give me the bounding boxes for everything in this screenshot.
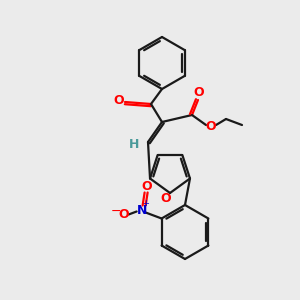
Text: O: O bbox=[118, 208, 129, 221]
Text: O: O bbox=[161, 191, 171, 205]
Text: N: N bbox=[136, 204, 147, 217]
Text: O: O bbox=[194, 86, 204, 100]
Text: +: + bbox=[142, 199, 149, 208]
Text: O: O bbox=[206, 119, 216, 133]
Text: −: − bbox=[110, 205, 121, 218]
Text: O: O bbox=[141, 180, 152, 193]
Text: H: H bbox=[129, 139, 139, 152]
Text: O: O bbox=[114, 94, 124, 107]
